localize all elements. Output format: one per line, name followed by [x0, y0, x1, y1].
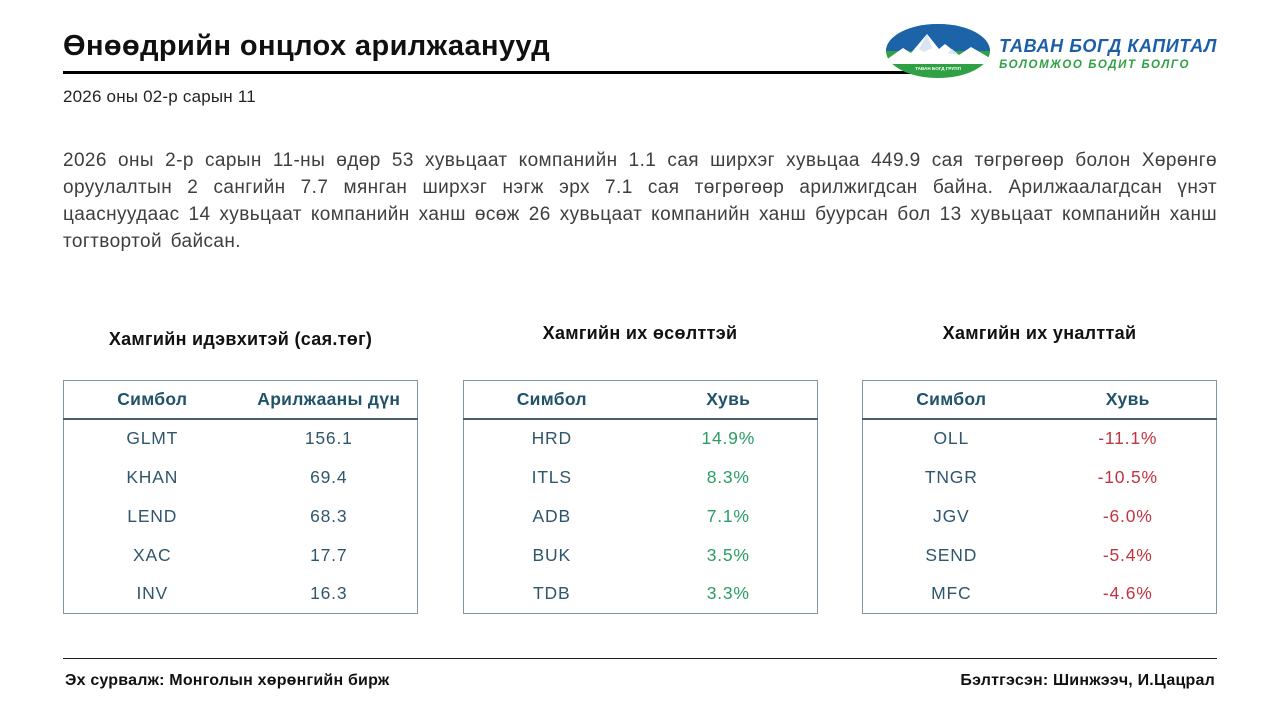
table-row: INV 16.3: [64, 575, 418, 614]
column-header-symbol: Симбол: [862, 380, 1040, 420]
value-cell: 3.3%: [706, 583, 750, 604]
table-row: BUK 3.5%: [463, 536, 817, 575]
value-cell: -10.5%: [1097, 466, 1158, 487]
table-top-losers: Хамгийн их уналттай Симбол Хувь OLL -11.1…: [862, 323, 1217, 614]
emblem-text: ТАВАН БОГД ГРУПП: [915, 66, 961, 71]
symbol-cell: JGV: [933, 505, 970, 526]
value-cell: -4.6%: [1102, 583, 1153, 604]
report-footer: Эх сурвалж: Монголын хөрөнгийн бирж Бэлт…: [63, 658, 1217, 704]
logo-tagline: БОЛОМЖОО БОДИТ БОЛГО: [999, 59, 1190, 71]
top-losers-table: Симбол Хувь OLL -11.1% TNGR -10.5% JGV -6.0% S…: [862, 380, 1217, 614]
footer-divider: [63, 658, 1217, 659]
symbol-cell: BUK: [532, 544, 571, 565]
logo-brand: ТАВАН БОГД КАПИТАЛ: [999, 36, 1217, 56]
column-header-value: Хувь: [1039, 380, 1217, 420]
value-cell: 16.3: [310, 583, 348, 604]
symbol-cell: TDB: [533, 583, 571, 604]
table-row: OLL -11.1%: [863, 419, 1217, 458]
symbol-cell: OLL: [933, 428, 969, 448]
title-underline: [63, 71, 916, 74]
tables-section: Хамгийн идэвхитэй (сая.төг) Симбол Арилж…: [63, 323, 1217, 614]
value-cell: 8.3%: [706, 466, 750, 487]
symbol-cell: ADB: [532, 505, 571, 526]
value-cell: 7.1%: [706, 505, 750, 526]
report-date: 2026 оны 02-р сарын 11: [63, 87, 256, 106]
symbol-cell: TNGR: [924, 466, 978, 487]
footer-row: Эх сурвалж: Монголын хөрөнгийн бирж Бэлт…: [63, 659, 1217, 704]
value-cell: -6.0%: [1102, 505, 1153, 526]
value-cell: 156.1: [304, 428, 353, 448]
logo-text: ТАВАН БОГД КАПИТАЛ БОЛОМЖОО БОДИТ БОЛГО: [999, 36, 1217, 71]
table-row: JGV -6.0%: [863, 497, 1217, 536]
summary-paragraph: 2026 оны 2-р сарын 11-ны өдөр 53 хувьцаа…: [63, 150, 1217, 252]
table-row: LEND 68.3: [64, 497, 418, 536]
column-header-value: Арилжааны дүн: [240, 380, 418, 420]
report-header: Өнөөдрийн онцлох арилжаанууд 2026 оны 02…: [63, 24, 1217, 107]
table-row: SEND -5.4%: [863, 536, 1217, 575]
value-cell: -5.4%: [1102, 544, 1153, 565]
table-header-row: Симбол Хувь: [862, 380, 1217, 420]
symbol-cell: GLMT: [126, 428, 179, 448]
table-row: TDB 3.3%: [463, 575, 817, 614]
table-row: XAC 17.7: [64, 536, 418, 575]
value-cell: 14.9%: [701, 428, 756, 448]
column-header-value: Хувь: [640, 380, 817, 420]
table-row: MFC -4.6%: [863, 575, 1217, 614]
table-row: KHAN 69.4: [64, 458, 418, 497]
symbol-cell: INV: [136, 583, 169, 604]
table-header-row: Симбол Арилжааны дүн: [63, 380, 418, 420]
value-cell: 68.3: [310, 505, 348, 526]
value-cell: 69.4: [310, 466, 348, 487]
prepared-by: Бэлтгэсэн: Шинжээч, И.Цацрал: [960, 672, 1215, 689]
table-row: HRD 14.9%: [463, 419, 817, 458]
company-logo: ТАВАН БОГД ГРУПП ТАВАН БОГД КАПИТАЛ БОЛО…: [886, 24, 1217, 83]
top-gainers-table: Симбол Хувь HRD 14.9% ITLS 8.3% ADB 7.1% BUK 3.…: [462, 380, 818, 614]
table-most-active: Хамгийн идэвхитэй (сая.төг) Симбол Арилж…: [63, 323, 418, 614]
table-row: TNGR -10.5%: [863, 458, 1217, 497]
table-title: Хамгийн их уналттай: [942, 323, 1137, 343]
table-row: ADB 7.1%: [463, 497, 817, 536]
value-cell: -11.1%: [1098, 428, 1158, 448]
column-header-symbol: Симбол: [63, 380, 241, 420]
table-title: Хамгийн их өсөлттэй: [542, 323, 738, 343]
table-row: ITLS 8.3%: [463, 458, 817, 497]
mountain-emblem-icon: ТАВАН БОГД ГРУПП: [886, 24, 991, 83]
symbol-cell: XAC: [133, 544, 172, 565]
table-row: GLMT 156.1: [64, 419, 418, 458]
value-cell: 17.7: [310, 544, 348, 565]
table-title: Хамгийн идэвхитэй (сая.төг): [108, 329, 373, 349]
source-note: Эх сурвалж: Монголын хөрөнгийн бирж: [65, 672, 390, 689]
table-top-gainers: Хамгийн их өсөлттэй Симбол Хувь HRD 14.9%…: [462, 323, 818, 614]
symbol-cell: HRD: [531, 428, 572, 448]
value-cell: 3.5%: [706, 544, 750, 565]
page-title: Өнөөдрийн онцлох арилжаанууд: [63, 30, 551, 62]
symbol-cell: ITLS: [531, 466, 572, 487]
most-active-table: Симбол Арилжааны дүн GLMT 156.1 KHAN 69.4 LE…: [63, 380, 418, 614]
symbol-cell: MFC: [931, 583, 972, 604]
column-header-symbol: Симбол: [463, 380, 640, 420]
symbol-cell: LEND: [127, 505, 178, 526]
symbol-cell: SEND: [925, 544, 978, 565]
symbol-cell: KHAN: [126, 466, 179, 487]
table-header-row: Симбол Хувь: [463, 380, 817, 420]
